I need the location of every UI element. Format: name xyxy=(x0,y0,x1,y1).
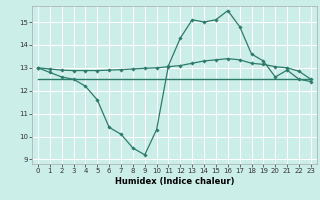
X-axis label: Humidex (Indice chaleur): Humidex (Indice chaleur) xyxy=(115,177,234,186)
